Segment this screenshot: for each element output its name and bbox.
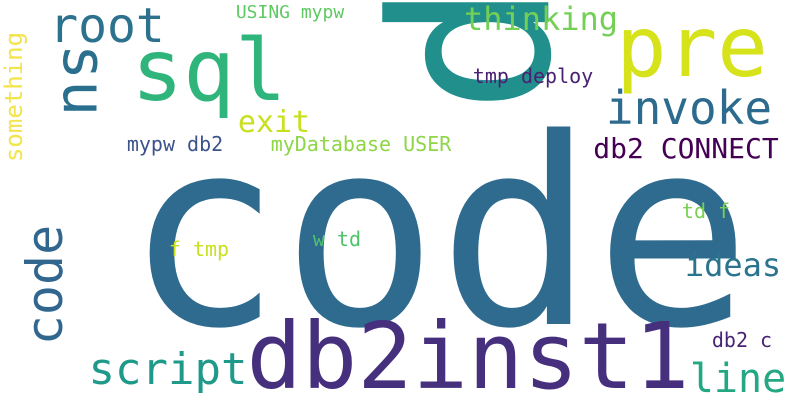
word-code-large: code xyxy=(125,84,751,386)
word-using-mypw: USING mypw xyxy=(236,2,345,23)
word-p: p xyxy=(376,0,632,114)
word-root: root xyxy=(49,0,165,54)
word-mypw-db2: mypw db2 xyxy=(127,132,223,156)
word-line: line xyxy=(690,356,786,400)
word-mydatabase-user: myDatabase USER xyxy=(271,132,453,156)
word-invoke: invoke xyxy=(606,81,772,135)
word-db2-connect: db2 CONNECT xyxy=(593,132,779,165)
word-script: script xyxy=(89,344,248,395)
word-db2-c: db2 c xyxy=(712,328,772,352)
word-sql: sql xyxy=(131,21,286,121)
word-pre: pre xyxy=(616,0,768,96)
word-tmp-deploy: tmp deploy xyxy=(473,64,593,88)
word-ideas: ideas xyxy=(685,246,781,284)
word-td-f: td f xyxy=(682,199,730,223)
word-w-td: w td xyxy=(313,227,361,251)
word-code-vertical: code xyxy=(16,225,74,345)
word-db2inst1: db2inst1 xyxy=(246,303,689,400)
word-su: su xyxy=(49,44,119,116)
word-thinking: thinking xyxy=(464,0,618,38)
word-something: something xyxy=(0,32,28,162)
word-exit: exit xyxy=(238,105,310,140)
word-f-tmp: f tmp xyxy=(169,237,229,261)
